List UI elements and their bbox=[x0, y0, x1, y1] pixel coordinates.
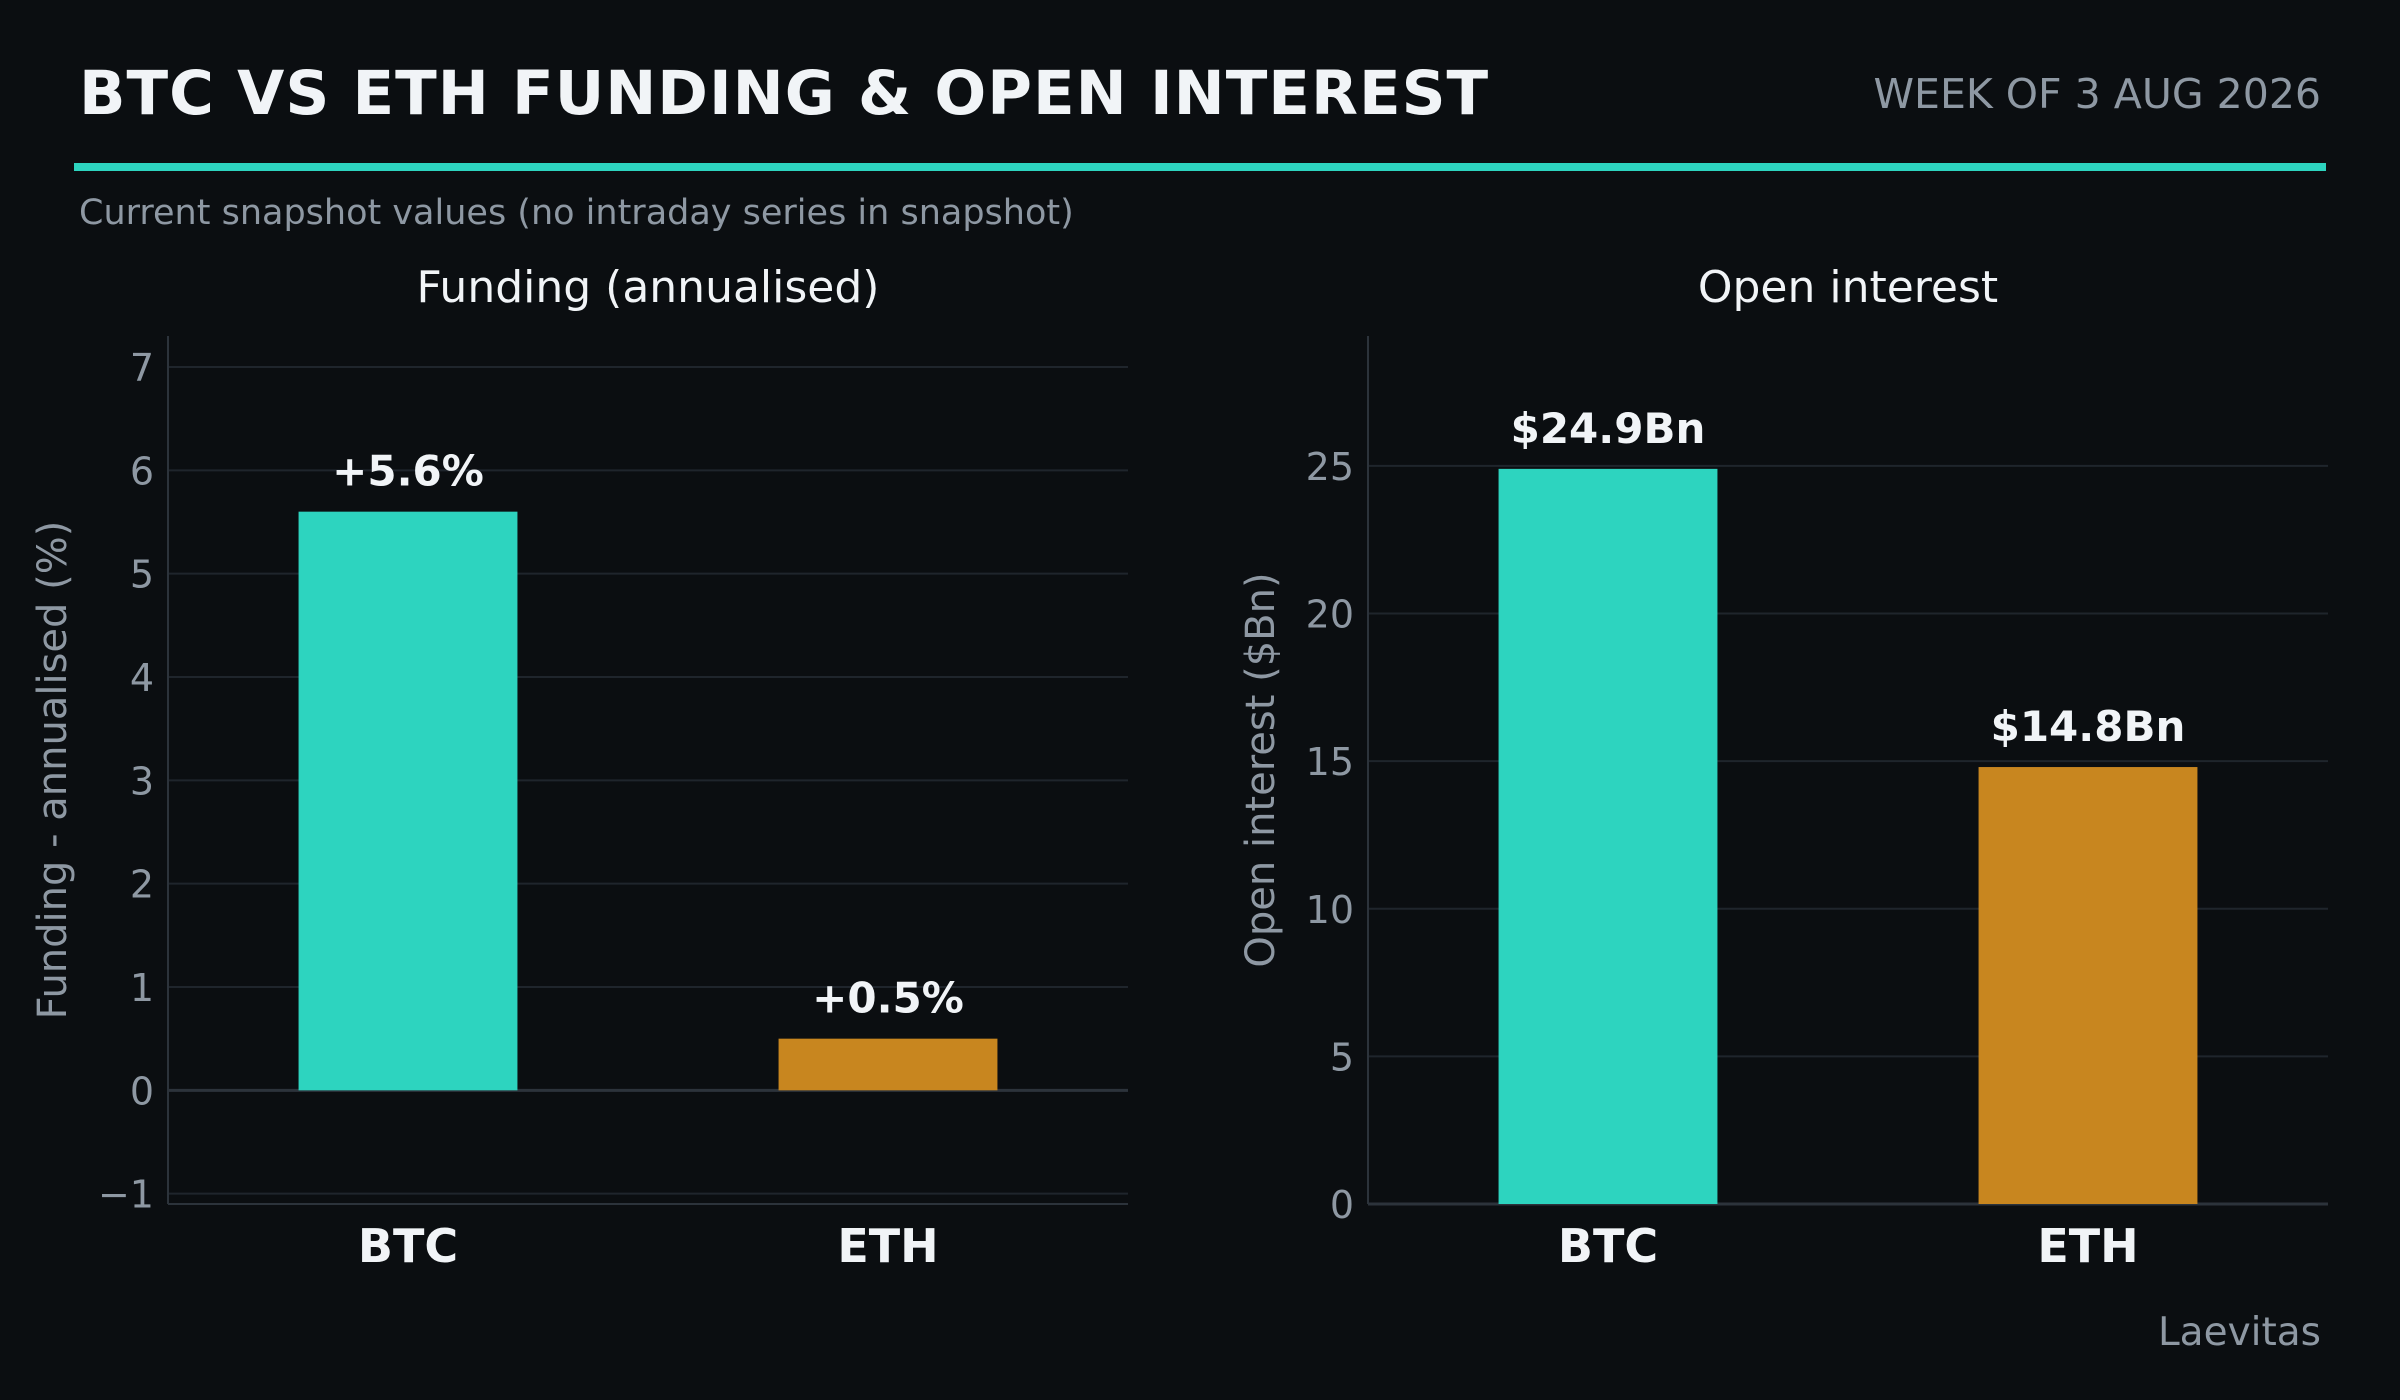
y-tick-label-1: −1 bbox=[98, 1173, 154, 1217]
y-axis-label-1: Funding - annualised (%) bbox=[30, 521, 76, 1020]
x-category-label-1: ETH bbox=[837, 1219, 938, 1273]
y-tick-label-1: 7 bbox=[130, 346, 154, 390]
y-tick-label-2: 25 bbox=[1306, 445, 1354, 489]
source-credit: Laevitas bbox=[2157, 1310, 2321, 1355]
y-tick-label-1: 0 bbox=[130, 1069, 154, 1113]
bar-eth-1 bbox=[778, 1038, 998, 1091]
y-tick-label-1: 5 bbox=[130, 553, 154, 597]
data-label-btc-2: $24.9Bn bbox=[1511, 404, 1706, 453]
y-tick-label-1: 2 bbox=[130, 863, 154, 907]
y-tick-label-1: 6 bbox=[130, 449, 154, 493]
data-label-btc-1: +5.6% bbox=[332, 447, 484, 496]
x-category-label-2: ETH bbox=[2037, 1219, 2138, 1273]
y-tick-label-1: 4 bbox=[130, 656, 154, 700]
bar-btc-2 bbox=[1498, 468, 1718, 1204]
y-axis-label-2: Open interest ($Bn) bbox=[1238, 572, 1284, 967]
data-label-eth-2: $14.8Bn bbox=[1991, 702, 2186, 751]
y-tick-label-1: 1 bbox=[130, 966, 154, 1010]
y-tick-label-2: 20 bbox=[1306, 593, 1354, 637]
y-tick-label-1: 3 bbox=[130, 759, 154, 803]
y-tick-label-2: 10 bbox=[1306, 888, 1354, 932]
week-label: WEEK OF 3 AUG 2026 bbox=[1873, 70, 2321, 118]
x-category-label-2: BTC bbox=[1558, 1219, 1658, 1273]
data-label-eth-1: +0.5% bbox=[812, 974, 964, 1023]
bar-btc-1 bbox=[298, 511, 518, 1091]
y-tick-label-2: 15 bbox=[1306, 740, 1354, 784]
page-subtitle: Current snapshot values (no intraday ser… bbox=[79, 193, 1074, 233]
x-category-label-1: BTC bbox=[358, 1219, 458, 1273]
panel-title-1: Funding (annualised) bbox=[417, 262, 880, 313]
header-divider bbox=[74, 163, 2326, 171]
y-tick-label-2: 5 bbox=[1330, 1035, 1354, 1079]
panel-title-2: Open interest bbox=[1698, 262, 1998, 313]
bar-eth-2 bbox=[1978, 767, 2198, 1204]
page-title: BTC VS ETH FUNDING & OPEN INTEREST bbox=[79, 58, 1490, 129]
y-tick-label-2: 0 bbox=[1330, 1183, 1354, 1227]
